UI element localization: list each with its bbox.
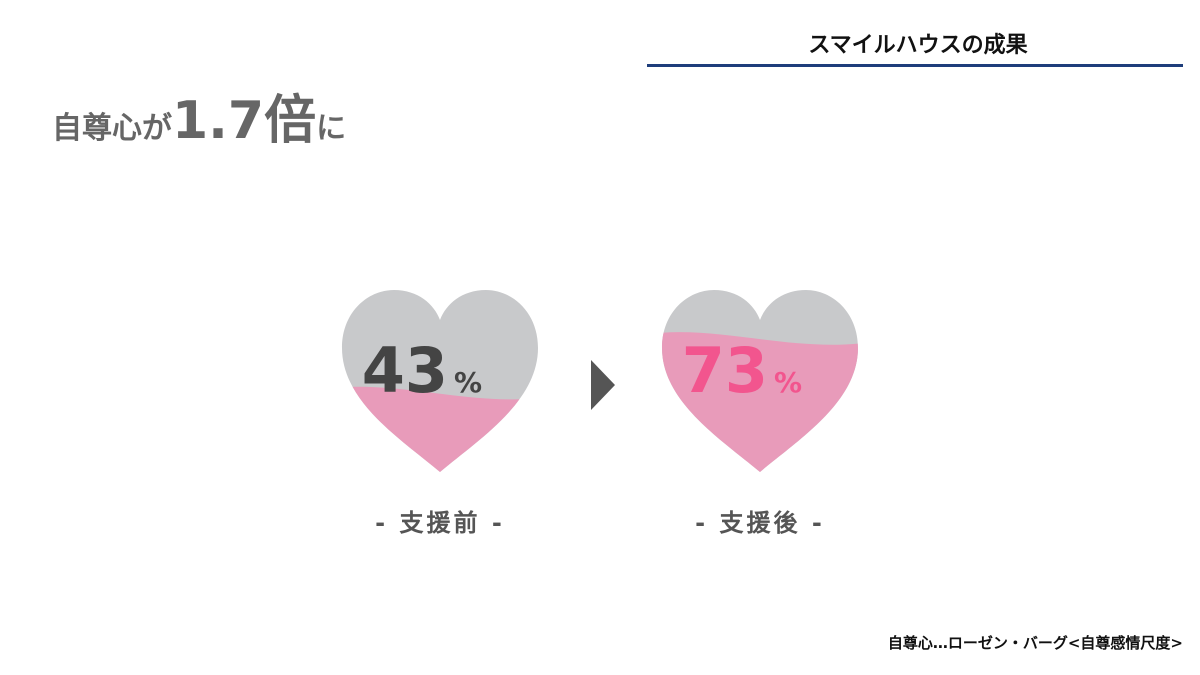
heart-caption: - 支援前 - bbox=[375, 509, 505, 537]
unit-label: % bbox=[454, 366, 482, 399]
header-title: スマイルハウスの成果 bbox=[808, 33, 1027, 58]
arrow bbox=[591, 360, 615, 410]
unit-label: % bbox=[774, 366, 802, 399]
value-label: 43 bbox=[362, 334, 448, 407]
headline-suffix: に bbox=[316, 111, 346, 146]
value-label: 73 bbox=[682, 334, 768, 407]
header-rule bbox=[647, 64, 1183, 67]
footnote: 自尊心…ローゼン・バーグ<自尊感情尺度> bbox=[888, 634, 1183, 652]
headline-emphasis: 1.7倍 bbox=[172, 91, 316, 151]
headline-prefix: 自尊心が bbox=[52, 111, 172, 146]
heart-caption: - 支援後 - bbox=[695, 509, 825, 537]
headline: 自尊心が1.7倍に bbox=[52, 91, 346, 151]
